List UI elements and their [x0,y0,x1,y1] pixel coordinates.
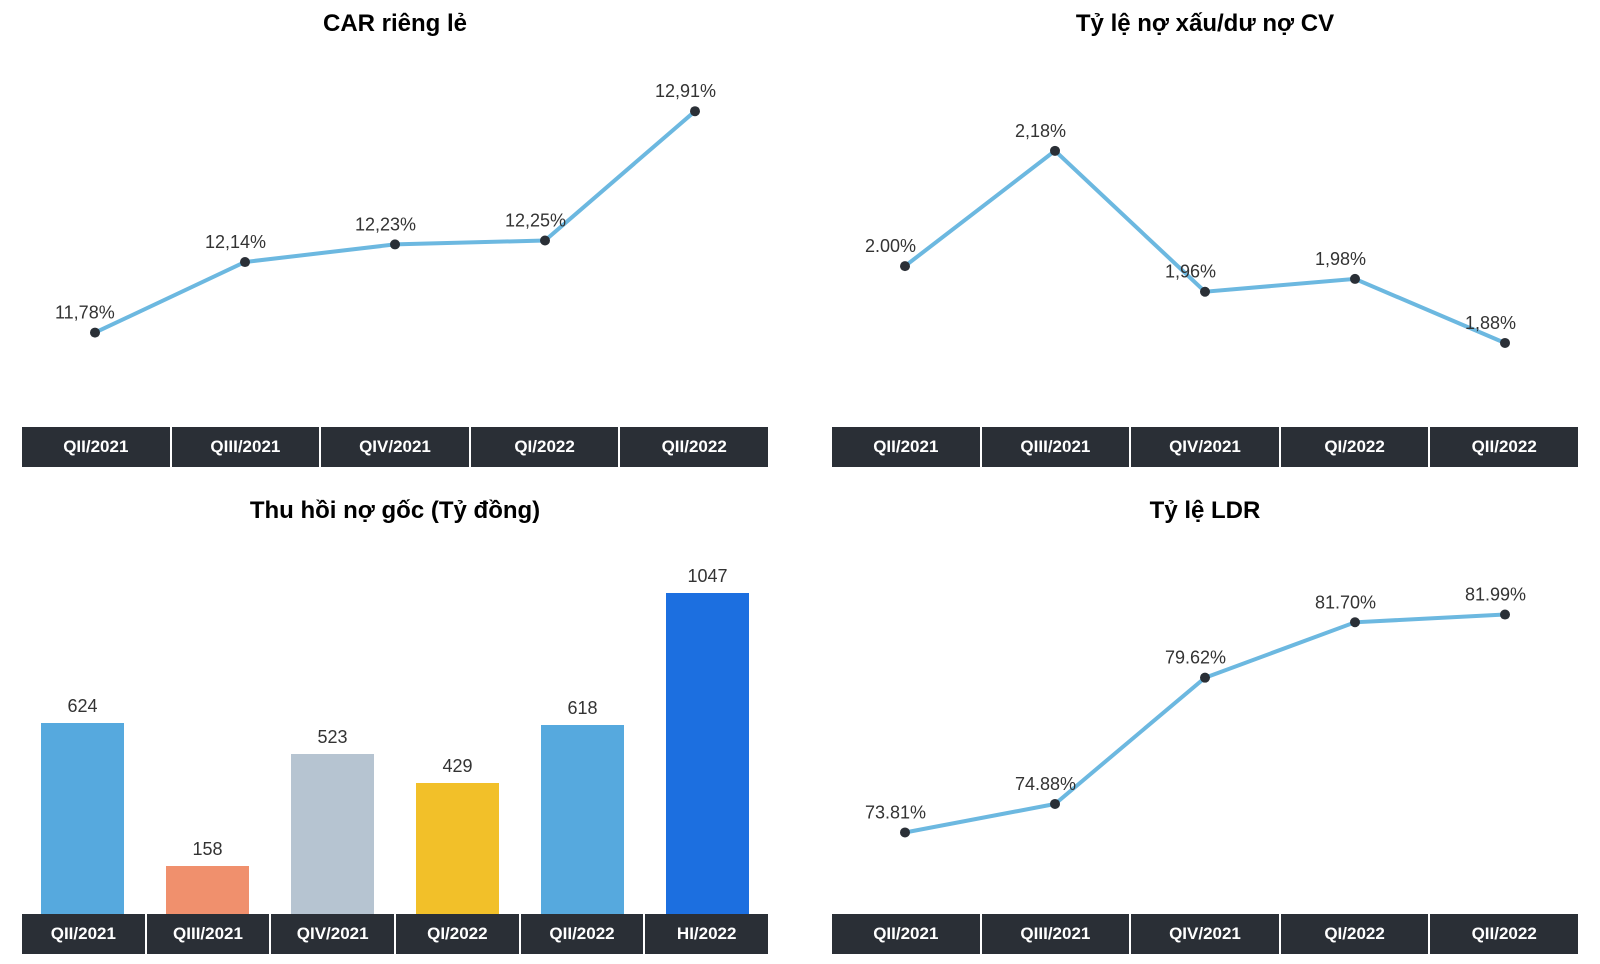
data-label: 1,98% [1315,249,1366,269]
recovery-chart-title: Thu hồi nợ gốc (Tỷ đồng) [20,497,770,525]
dashboard-grid: CAR riêng lẻ 11,78% 12,14% 12,23% 12,25% 12,… [20,10,1580,954]
bar-value-label: 429 [442,756,472,777]
ldr-chart-title: Tỷ lệ LDR [830,497,1580,525]
bar [666,593,749,914]
x-axis-label: QII/2022 [1428,914,1578,954]
bar-slot: 618 [520,531,645,914]
recovery-chart-plot: 624 158 523 429 618 1047 [20,531,770,914]
data-label: 1,88% [1465,313,1516,333]
data-point [1200,673,1210,683]
data-point [900,827,910,837]
ldr-chart-panel: Tỷ lệ LDR 73.81% 74.88% 79.62% 81.70% 81.99%… [830,497,1580,954]
x-axis-label: QI/2022 [394,914,519,954]
npl-chart-title: Tỷ lệ nợ xấu/dư nợ CV [830,10,1580,38]
data-label: 74.88% [1015,774,1076,794]
data-label: 11,78% [55,303,115,323]
ldr-chart-xaxis: QII/2021QIII/2021QIV/2021QI/2022QII/2022 [830,914,1580,954]
bar-slot: 429 [395,531,520,914]
x-axis-label: HI/2022 [643,914,768,954]
bar [166,866,249,914]
x-axis-label: QII/2021 [830,914,980,954]
bar [541,725,624,914]
x-axis-label: QI/2022 [469,427,619,467]
bar-value-label: 523 [317,727,347,748]
car-chart-title: CAR riêng lẻ [20,10,770,38]
x-axis-label: QIV/2021 [319,427,469,467]
x-axis-label: QII/2021 [20,914,145,954]
x-axis-label: QI/2022 [1279,914,1429,954]
x-axis-label: QIV/2021 [269,914,394,954]
data-point [690,106,700,116]
data-point [1500,610,1510,620]
bar-value-label: 1047 [687,566,727,587]
x-axis-label: QII/2022 [1428,427,1578,467]
data-label: 2,18% [1015,121,1066,141]
bar-value-label: 618 [567,698,597,719]
bar-value-label: 624 [67,696,97,717]
bar-slot: 158 [145,531,270,914]
x-axis-label: QIV/2021 [1129,427,1279,467]
data-label: 12,14% [205,232,266,252]
bar-value-label: 158 [192,839,222,860]
line-series [905,151,1505,343]
data-label: 12,23% [355,214,416,234]
data-point [240,257,250,267]
x-axis-label: QII/2021 [830,427,980,467]
data-point [540,236,550,246]
data-point [1500,338,1510,348]
npl-chart-xaxis: QII/2021QIII/2021QIV/2021QI/2022QII/2022 [830,427,1580,467]
data-label: 2.00% [865,236,916,256]
bar [41,723,124,914]
bar-slot: 624 [20,531,145,914]
x-axis-label: QII/2021 [20,427,170,467]
bar [416,783,499,914]
bar-slot: 523 [270,531,395,914]
x-axis-label: QII/2022 [618,427,768,467]
car-chart-xaxis: QII/2021QIII/2021QIV/2021QI/2022QII/2022 [20,427,770,467]
x-axis-label: QIII/2021 [170,427,320,467]
data-label: 12,25% [505,211,566,231]
ldr-chart-plot: 73.81% 74.88% 79.62% 81.70% 81.99% [830,531,1580,914]
car-chart-plot: 11,78% 12,14% 12,23% 12,25% 12,91% [20,44,770,427]
x-axis-label: QI/2022 [1279,427,1429,467]
x-axis-label: QIII/2021 [980,914,1130,954]
data-point [1350,617,1360,627]
recovery-chart-panel: Thu hồi nợ gốc (Tỷ đồng) 624 158 523 429 618… [20,497,770,954]
data-point [1050,146,1060,156]
x-axis-label: QIV/2021 [1129,914,1279,954]
data-label: 79.62% [1165,648,1226,668]
x-axis-label: QIII/2021 [980,427,1130,467]
car-chart-panel: CAR riêng lẻ 11,78% 12,14% 12,23% 12,25% 12,… [20,10,770,467]
npl-chart-plot: 2.00% 2,18% 1,96% 1,98% 1,88% [830,44,1580,427]
data-label: 1,96% [1165,262,1216,282]
data-point [1350,274,1360,284]
recovery-chart-xaxis: QII/2021QIII/2021QIV/2021QI/2022QII/2022… [20,914,770,954]
data-point [1200,287,1210,297]
data-point [900,261,910,271]
data-label: 81.70% [1315,592,1376,612]
data-label: 73.81% [865,802,926,822]
x-axis-label: QII/2022 [519,914,644,954]
npl-chart-panel: Tỷ lệ nợ xấu/dư nợ CV 2.00% 2,18% 1,96% 1,9… [830,10,1580,467]
data-point [90,328,100,338]
x-axis-label: QIII/2021 [145,914,270,954]
data-label: 12,91% [655,81,716,101]
data-label: 81.99% [1465,585,1526,605]
bar-slot: 1047 [645,531,770,914]
data-point [390,239,400,249]
data-point [1050,799,1060,809]
bar [291,754,374,914]
